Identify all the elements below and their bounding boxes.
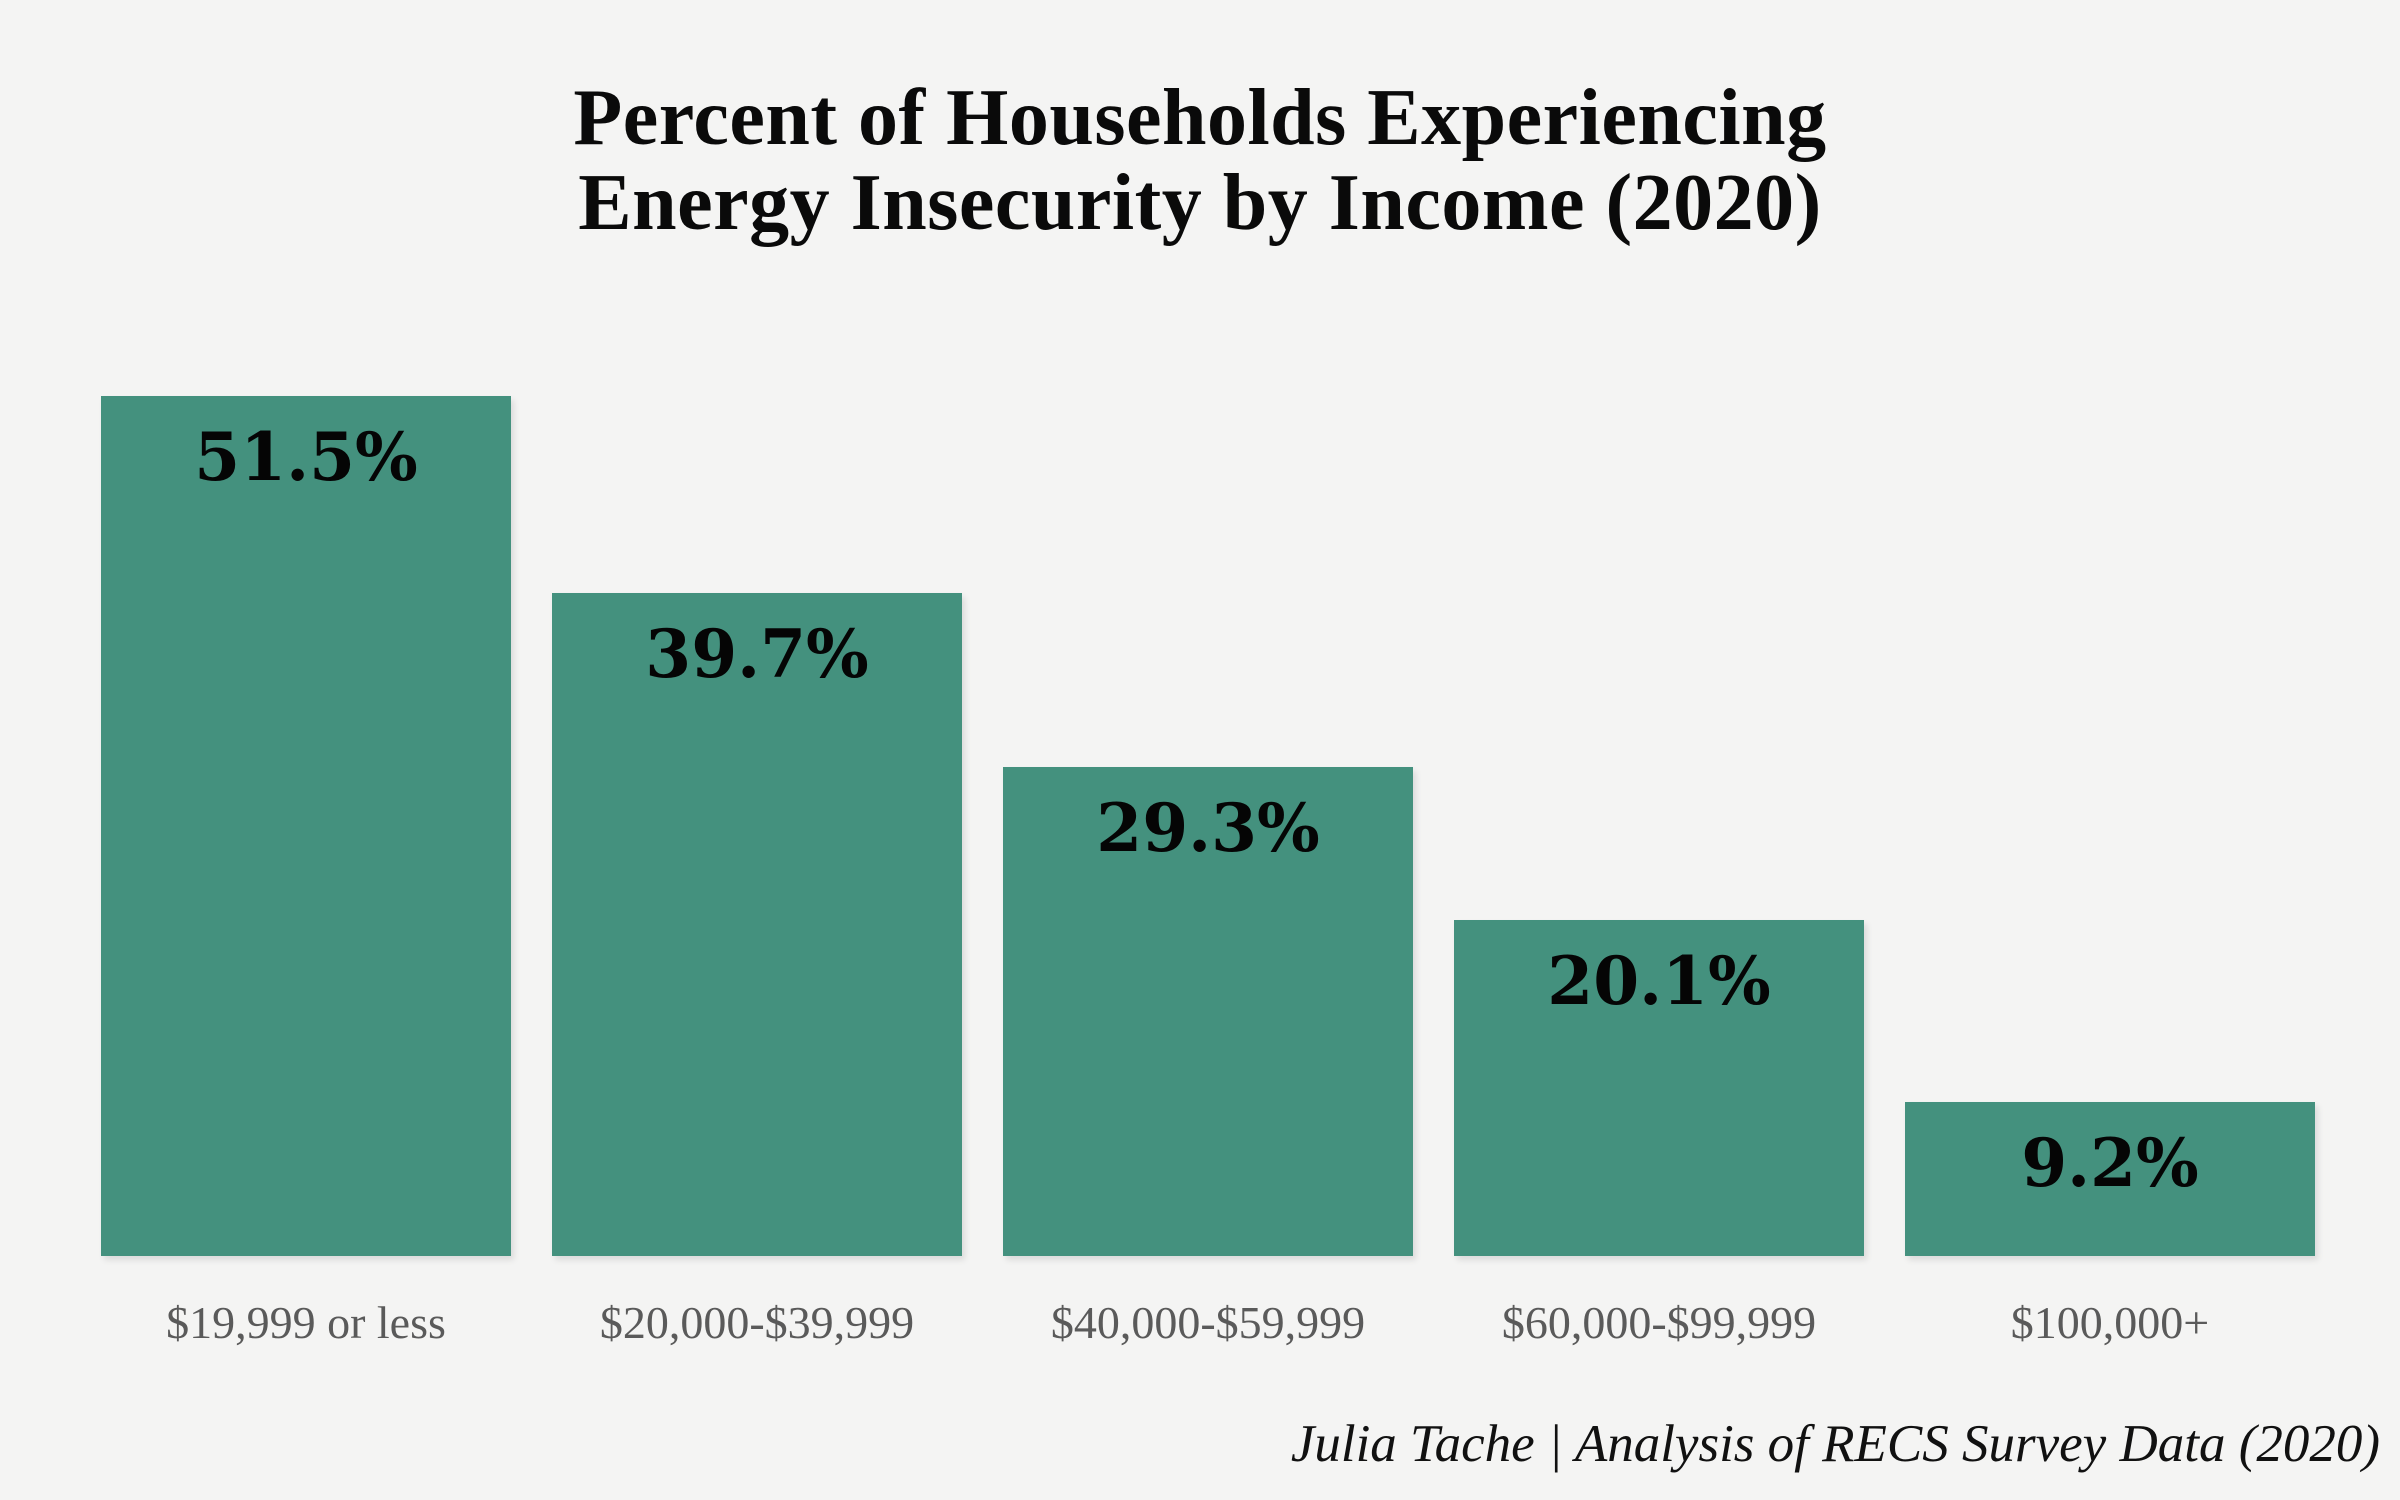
bar-value-label: 20.1%	[1547, 942, 1771, 1020]
title-line-1: Percent of Households Experiencing	[573, 74, 1827, 162]
bar-20000-39999: 39.7%	[552, 593, 962, 1256]
x-axis-label: $19,999 or less	[166, 1297, 446, 1348]
bar-19999-or-less: 51.5%	[101, 396, 511, 1256]
bar-value-label: 51.5%	[194, 418, 418, 496]
x-axis-label: $40,000-$59,999	[1050, 1297, 1366, 1348]
x-axis-label: $60,000-$99,999	[1501, 1297, 1817, 1348]
plot-area: 51.5% 39.7% 29.3% 20.1% 9.2%	[101, 396, 2315, 1256]
page-title: Percent of Households Experiencing Energy…	[0, 76, 2400, 246]
attribution-text: Julia Tache | Analysis of RECS Survey Da…	[1290, 1415, 2380, 1473]
bar-value-label: 9.2%	[2021, 1124, 2199, 1202]
title-line-2: Energy Insecurity by Income (2020)	[578, 158, 1822, 247]
x-axis-label: $100,000+	[2010, 1297, 2210, 1348]
bar-40000-59999: 29.3%	[1003, 767, 1413, 1256]
bar-100000-plus: 9.2%	[1905, 1102, 2315, 1256]
x-axis: $19,999 or less $20,000-$39,999 $40,000-…	[101, 1296, 2315, 1349]
x-axis-label: $20,000-$39,999	[599, 1297, 915, 1348]
bar-60000-99999: 20.1%	[1454, 920, 1864, 1256]
bar-value-label: 39.7%	[645, 615, 869, 693]
bar-value-label: 29.3%	[1096, 789, 1320, 867]
